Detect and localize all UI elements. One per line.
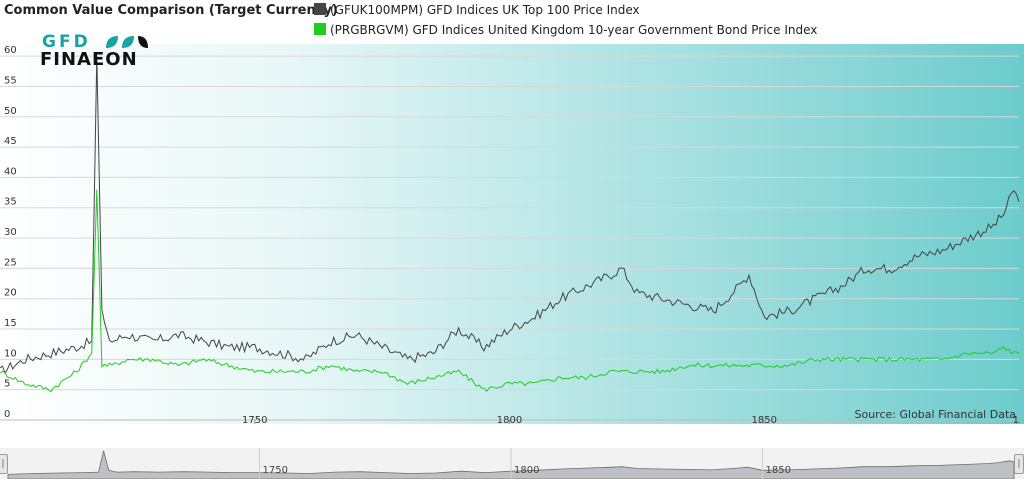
- logo-text-top: GFD: [42, 32, 91, 52]
- y-tick-label: 60: [4, 45, 17, 56]
- y-tick-label: 55: [4, 75, 17, 86]
- y-tick-label: 25: [4, 257, 17, 268]
- x-tick-label: 1800: [497, 415, 522, 424]
- leaf-icon: [106, 36, 148, 48]
- y-tick-label: 0: [4, 409, 10, 420]
- chart-svg: 0 5 10 15 20 25 30 35 40 45 50 55 60 1750 1800 1850 1: [0, 44, 1024, 424]
- navigator-tick-label: 1750: [263, 465, 288, 476]
- y-tick-label: 20: [4, 288, 17, 299]
- navigator-tick-label: 1800: [514, 465, 539, 476]
- plot-background: [0, 44, 1024, 424]
- y-tick-label: 30: [4, 227, 17, 238]
- x-tick-label: 1: [1013, 415, 1019, 424]
- time-navigator[interactable]: 1750 1800 1850 | |: [0, 448, 1024, 479]
- y-tick-label: 10: [4, 348, 17, 359]
- logo-text-bottom: FINAEON: [40, 49, 138, 70]
- legend-swatch-green: [314, 23, 326, 35]
- chart-header: Common Value Comparison (Target Currency…: [0, 0, 1024, 44]
- x-tick-label: 1850: [752, 415, 777, 424]
- gfd-finaeon-logo: GFD FINAEON: [38, 32, 178, 72]
- navigator-right-handle[interactable]: |: [1014, 454, 1024, 474]
- navigator-svg: 1750 1800 1850: [7, 448, 1015, 479]
- navigator-left-handle[interactable]: |: [0, 454, 8, 474]
- series-line-uk-10y-bond[interactable]: [0, 189, 1020, 393]
- legend-item-uk-top-100[interactable]: (GFUK100MPM) GFD Indices UK Top 100 Pric…: [314, 3, 640, 17]
- navigator-tick-label: 1850: [766, 465, 791, 476]
- y-tick-label: 15: [4, 318, 17, 329]
- series-line-uk-top-100[interactable]: [0, 56, 1020, 375]
- plot-area[interactable]: 0 5 10 15 20 25 30 35 40 45 50 55 60 1750 1800 1850 1: [0, 44, 1024, 424]
- legend-label: (PRGBRGVM) GFD Indices United Kingdom 10…: [330, 23, 818, 37]
- y-tick-label: 35: [4, 197, 17, 208]
- y-tick-label: 45: [4, 136, 17, 147]
- legend-item-uk-10y-bond[interactable]: (PRGBRGVM) GFD Indices United Kingdom 10…: [314, 23, 817, 37]
- y-tick-label: 50: [4, 106, 17, 117]
- y-tick-label: 40: [4, 166, 17, 177]
- legend-label: (GFUK100MPM) GFD Indices UK Top 100 Pric…: [330, 3, 640, 17]
- legend-swatch-dark: [314, 3, 326, 15]
- source-note: Source: Global Financial Data: [854, 408, 1017, 421]
- chart-title: Common Value Comparison (Target Currency…: [4, 3, 338, 18]
- y-tick-label: 5: [4, 379, 10, 390]
- x-tick-label: 1750: [242, 415, 267, 424]
